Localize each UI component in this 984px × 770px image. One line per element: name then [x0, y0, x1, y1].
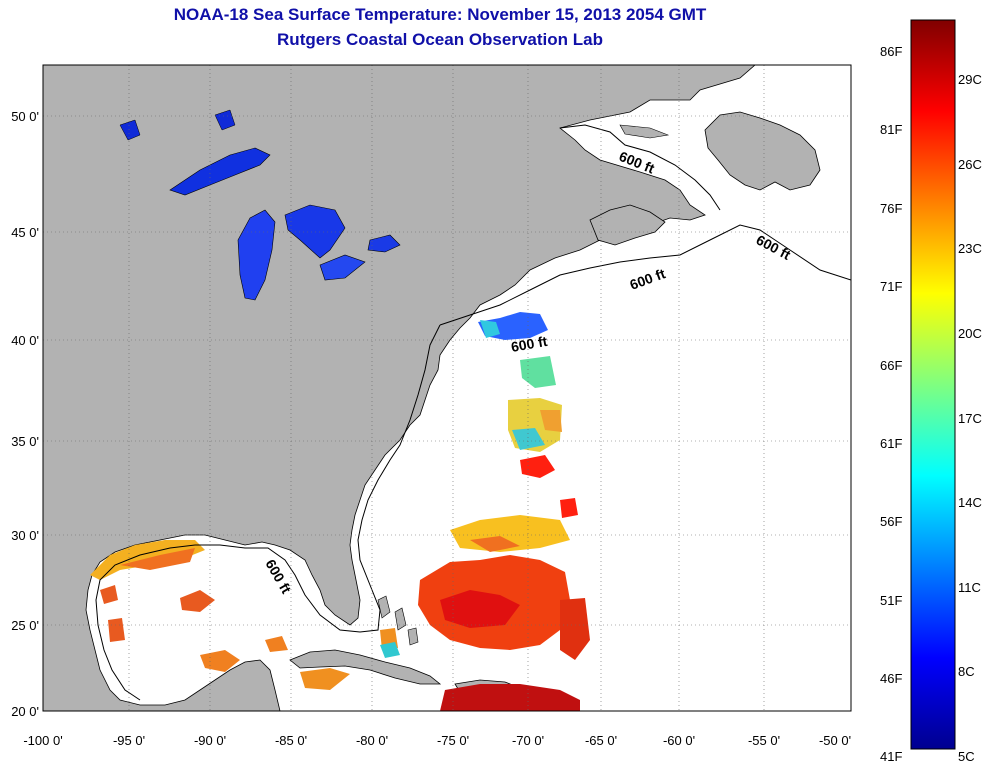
y-tick-label: 40 0': [11, 333, 39, 348]
x-tick-label: -80 0': [356, 733, 388, 748]
north-america-land: [43, 65, 756, 711]
colorbar-f-label: 71F: [880, 279, 902, 294]
colorbar-f-label: 81F: [880, 122, 902, 137]
y-tick-label: 20 0': [11, 704, 39, 719]
isobath-600ft: [95, 124, 851, 701]
colorbar-c-label: 8C: [958, 664, 975, 679]
great-lakes-sst: [119, 109, 401, 301]
x-tick-label: -60 0': [663, 733, 695, 748]
x-tick-label: -65 0': [585, 733, 617, 748]
mid-atlantic-sst: [478, 312, 562, 452]
colorbar-gradient: [910, 19, 956, 750]
colorbar-c-label: 23C: [958, 241, 982, 256]
x-tick-label: -55 0': [748, 733, 780, 748]
map-title: NOAA-18 Sea Surface Temperature: Novembe…: [173, 5, 707, 24]
contour-label: 600 ft: [510, 333, 549, 355]
x-tick-label: -50 0': [819, 733, 851, 748]
gulf-of-mexico-sst: [90, 540, 288, 672]
colorbar-c-label: 14C: [958, 495, 982, 510]
x-tick-label: -75 0': [437, 733, 469, 748]
y-tick-label: 35 0': [11, 434, 39, 449]
y-axis: 20 0' 25 0' 30 0' 35 0' 40 0' 45 0' 50 0…: [11, 109, 39, 719]
x-tick-label: -70 0': [512, 733, 544, 748]
colorbar-c-label: 5C: [958, 749, 975, 764]
y-tick-label: 30 0': [11, 528, 39, 543]
bahamas-land: [377, 595, 419, 646]
colorbar-f-label: 61F: [880, 436, 902, 451]
x-tick-label: -100 0': [23, 733, 62, 748]
colorbar-f-label: 86F: [880, 44, 902, 59]
colorbar-c-label: 20C: [958, 326, 982, 341]
y-tick-label: 45 0': [11, 225, 39, 240]
colorbar-c-label: 11C: [958, 580, 981, 595]
map-subtitle: Rutgers Coastal Ocean Observation Lab: [277, 30, 603, 49]
colorbar: 86F 81F 76F 71F 66F 61F 56F 51F 46F 41F …: [880, 19, 982, 764]
colorbar-f-label: 46F: [880, 671, 902, 686]
atlantic-warm-sst: [300, 455, 590, 711]
anticosti-land: [619, 124, 670, 139]
cuba-land: [289, 649, 442, 685]
colorbar-f-label: 56F: [880, 514, 902, 529]
x-axis: -100 0' -95 0' -90 0' -85 0' -80 0' -75 …: [23, 733, 851, 748]
colorbar-f-label: 41F: [880, 749, 902, 764]
map-frame: [42, 64, 852, 712]
colorbar-f-label: 51F: [880, 593, 902, 608]
colorbar-f-label: 66F: [880, 358, 902, 373]
newfoundland-land: [704, 111, 821, 191]
nova-scotia-land: [589, 204, 666, 246]
y-tick-label: 50 0': [11, 109, 39, 124]
colorbar-c-label: 26C: [958, 157, 982, 172]
y-tick-label: 25 0': [11, 618, 39, 633]
lat-lon-grid: [43, 65, 851, 711]
colorbar-c-label: 29C: [958, 72, 982, 87]
x-tick-label: -90 0': [194, 733, 226, 748]
colorbar-f-label: 76F: [880, 201, 902, 216]
x-tick-label: -85 0': [275, 733, 307, 748]
colorbar-c-label: 17C: [958, 411, 982, 426]
x-tick-label: -95 0': [113, 733, 145, 748]
